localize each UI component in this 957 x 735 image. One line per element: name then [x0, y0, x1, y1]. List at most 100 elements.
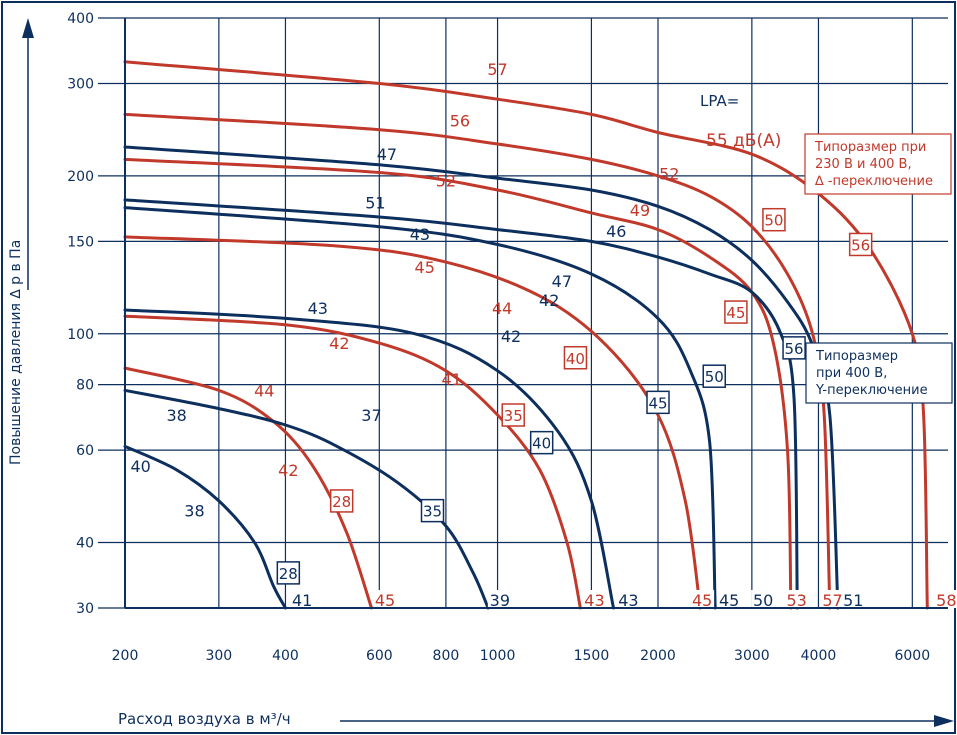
x-tick-label: 1500	[574, 648, 610, 664]
x-axis-label: Расход воздуха в м³/ч	[118, 710, 291, 728]
curve-red-45	[123, 157, 793, 610]
x-tick-label: 4000	[801, 648, 837, 664]
db-label: 55 дБ(А)	[706, 131, 781, 151]
axes: 200 300 400 600 800 1000 1500 2000 3000 4000 6000 3…	[67, 11, 948, 664]
curve-red-40	[123, 235, 702, 610]
db-label: 40	[130, 457, 150, 476]
db-label-bg	[841, 590, 866, 608]
db-label: 42	[501, 327, 521, 346]
db-label: 43	[410, 225, 430, 244]
db-label: 38	[184, 502, 204, 521]
db-label: 45	[719, 591, 739, 610]
legend-navy-line-2: при 400 В,	[816, 366, 887, 381]
legend-red-line-2: 230 В и 400 В,	[815, 157, 912, 172]
x-tick-label: 300	[205, 648, 232, 664]
y-axis-label: Повышение давления ∆ p в Па	[8, 240, 24, 465]
db-label-bg	[373, 590, 398, 608]
db-label: 57	[487, 60, 507, 79]
curve-navy-50	[123, 198, 799, 610]
x-tick-label: 400	[272, 648, 299, 664]
curve-red-35	[123, 314, 582, 610]
db-label: 45	[692, 591, 712, 610]
size-box	[848, 232, 873, 257]
y-tick-label: 60	[76, 443, 94, 459]
size-label: 45	[726, 304, 745, 322]
size-box	[702, 364, 726, 388]
size-box	[724, 300, 748, 324]
size-box	[501, 403, 525, 427]
size-label: 50	[764, 212, 783, 230]
curve-red-28	[123, 366, 373, 610]
db-label-bg	[751, 590, 776, 608]
db-label-bg	[290, 590, 315, 608]
size-label: 40	[566, 350, 585, 368]
x-axis-arrow-head	[934, 715, 954, 727]
size-box	[420, 498, 445, 523]
size-label: 28	[332, 493, 351, 511]
size-label: 40	[532, 435, 551, 453]
y-tick-label: 150	[67, 234, 94, 250]
size-label: 45	[648, 394, 667, 412]
db-label: 58	[936, 591, 956, 610]
size-box	[782, 336, 806, 360]
legend-navy-line-1: Типоразмер	[815, 349, 898, 364]
size-box	[329, 489, 354, 513]
db-label: 56	[450, 112, 470, 131]
curve-navy-40	[123, 308, 615, 610]
db-label-bg	[717, 590, 742, 608]
db-label: 46	[606, 222, 626, 241]
db-label: 45	[375, 591, 395, 610]
lpa-label: LPA=	[700, 92, 739, 110]
legend-red: Типоразмер при 230 В и 400 В, ∆ -переклю…	[804, 133, 952, 195]
size-label: 28	[279, 565, 298, 583]
x-tick-label: 3000	[734, 648, 770, 664]
db-label-bg	[487, 590, 512, 608]
x-tick-label: 2000	[640, 648, 676, 664]
x-tick-label: 6000	[894, 648, 930, 664]
y-tick-label: 30	[76, 601, 94, 617]
db-label: 50	[753, 591, 773, 610]
db-label: 52	[659, 165, 679, 184]
db-label-bg	[784, 590, 809, 608]
x-tick-label: 800	[433, 648, 460, 664]
size-label: 35	[423, 503, 442, 521]
db-label-bg	[934, 590, 957, 608]
db-label: 49	[630, 201, 650, 220]
db-label: 43	[308, 299, 328, 318]
db-label: 44	[254, 381, 274, 400]
db-label: 57	[822, 591, 842, 610]
db-label: 37	[361, 406, 381, 425]
legend-red-box	[804, 133, 952, 195]
db-label: 41	[292, 591, 312, 610]
series-lines	[123, 60, 929, 610]
size-box	[529, 430, 554, 455]
db-label-bg	[820, 590, 845, 608]
curve-navy-35	[123, 388, 490, 610]
db-label: 43	[618, 591, 638, 610]
db-label: 44	[492, 299, 512, 318]
db-label: 51	[843, 591, 863, 610]
size-label: 56	[785, 340, 804, 358]
size-label: 56	[851, 236, 870, 254]
db-label: 42	[539, 291, 559, 310]
curve-labels: 28 28 35 35 40 40 45 45 50 50 56 56 57 56 52 52 49 45 44 42…	[130, 60, 957, 610]
x-tick-label: 600	[366, 648, 393, 664]
y-tick-label: 200	[67, 169, 94, 185]
x-tick-label: 200	[112, 648, 139, 664]
size-box	[646, 390, 670, 415]
db-label: 41	[441, 370, 461, 389]
db-label-bg	[690, 590, 715, 608]
db-label: 45	[415, 258, 435, 277]
db-label: 51	[365, 193, 385, 212]
size-label: 35	[504, 407, 523, 425]
size-box	[563, 346, 588, 370]
db-label: 53	[786, 591, 806, 610]
legend-red-line-3: ∆ -переключение	[814, 174, 933, 189]
legend-navy-line-3: Y-переключение	[815, 383, 928, 398]
x-tick-label: 1000	[480, 648, 516, 664]
y-axis-arrow-head	[22, 18, 34, 38]
legend-navy-box	[805, 342, 953, 404]
db-label: 42	[329, 334, 349, 353]
